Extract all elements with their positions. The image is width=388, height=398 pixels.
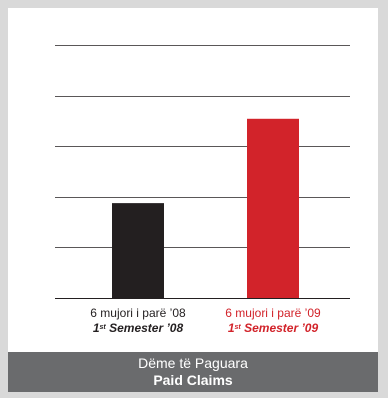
bar-semester-2008 [112,203,164,298]
ordinal-suffix: st [234,324,241,331]
category-label-2008: 6 mujori i parë ’08 1st Semester ’08 [48,306,228,336]
category-label-2009-english: 1st Semester ’09 [183,321,363,336]
chart-footer: Dëme të Paguara Paid Claims [8,352,378,392]
semester-text: Semester ’08 [109,321,184,335]
ordinal-number: 1 [92,321,100,335]
category-label-2009-albanian: 6 mujori i parë ’09 [225,306,321,320]
ordinal-number: 1 [227,321,235,335]
bar-semester-2009 [247,118,299,299]
category-label-2008-english: 1st Semester ’08 [48,321,228,336]
chart-panel: 6 mujori i parë ’08 1st Semester ’08 6 m… [8,8,378,392]
bar-chart [55,45,350,299]
chart-title: Dëme të Paguara [138,355,248,371]
chart-subtitle: Paid Claims [153,372,233,388]
category-label-2009: 6 mujori i parë ’09 1st Semester ’09 [183,306,363,336]
ordinal-suffix: st [99,324,106,331]
category-label-2008-albanian: 6 mujori i parë ’08 [90,306,186,320]
semester-text: Semester ’09 [244,321,319,335]
